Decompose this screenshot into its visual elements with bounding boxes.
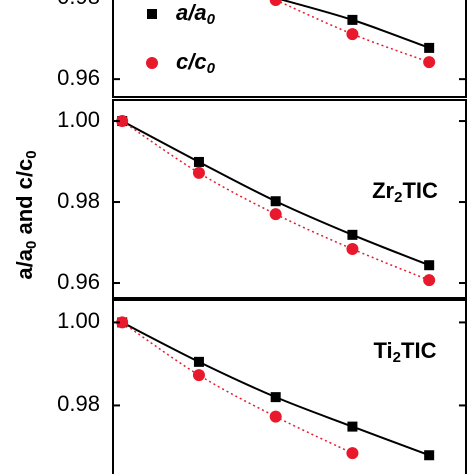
panel [269,0,436,69]
subscript: 0 [23,241,40,249]
frame [112,99,467,299]
fit-line [121,120,430,281]
text-part: and c/c [12,159,37,241]
text-part: a/a [176,0,207,25]
panel [116,316,435,461]
subscript: 2 [393,349,401,366]
marker [347,14,358,25]
marker [423,56,436,69]
y-tick-label: 0.96 [57,65,100,90]
y-tick-label: 0.96 [57,269,100,294]
marker [346,28,359,41]
subscript: 0 [207,11,216,28]
text-part: Ti [374,338,393,363]
y-tick-label: 1.00 [57,107,100,132]
fit-line [121,321,353,454]
frame [112,0,467,98]
y-tick-label: 0.98 [57,391,100,416]
marker [193,156,204,167]
y-axis-label: a/a0 and c/c0 [12,150,40,279]
subscript: 0 [23,150,40,158]
text-part: a/a [12,248,37,279]
marker [269,208,282,221]
marker [116,115,129,128]
legend-label: c/c0 [176,49,216,77]
frame [112,299,467,474]
marker [269,410,282,423]
text-part: c/c [176,49,207,74]
y-tick-label: 1.00 [57,308,100,333]
marker [192,369,205,382]
text-part: TIC [401,338,437,363]
marker [346,447,359,460]
marker [270,196,281,207]
marker [424,260,435,271]
marker [193,356,204,367]
y-tick-label: 0.98 [57,0,100,9]
panel-label: Zr2TIC [372,178,438,206]
marker [116,316,129,329]
marker [423,274,436,287]
y-tick-label: 0.98 [57,188,100,213]
panel-label: Ti2TIC [374,338,437,366]
subscript: 2 [394,189,402,206]
text-part: TIC [402,178,438,203]
legend-label: a/a0 [176,0,216,28]
marker [347,229,358,240]
marker [347,421,358,432]
marker [192,166,205,179]
subscript: 0 [207,60,216,77]
marker [269,0,282,6]
marker [270,392,281,403]
panel [116,115,436,287]
marker [346,243,359,256]
legend-marker [146,57,158,69]
legend-marker [147,9,157,19]
marker [424,450,435,461]
marker [424,42,435,53]
text-part: Zr [372,178,394,203]
